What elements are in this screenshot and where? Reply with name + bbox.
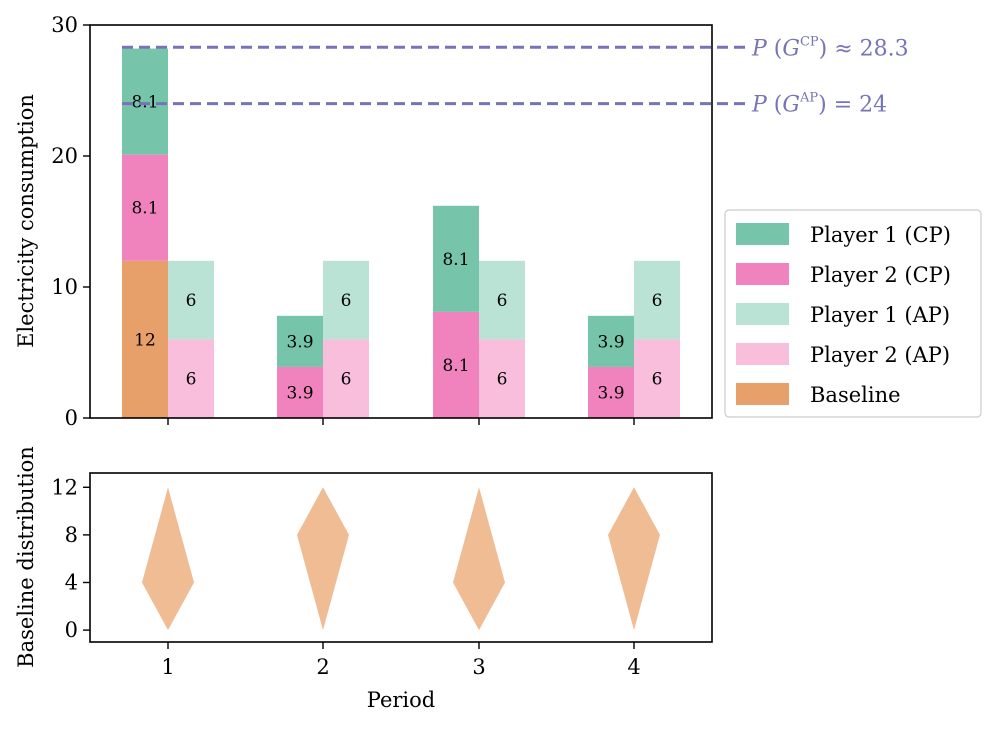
bar-label-baseline-period-1: 12 <box>134 330 156 350</box>
bar-label-player-2-ap-period-2: 6 <box>341 370 352 390</box>
legend-label-player-2-ap: Player 2 (AP) <box>810 343 950 367</box>
top-plot-potential-lines: P (GCP) ≈ 28.3 P (GAP) = 24 <box>122 34 909 117</box>
potential-cp-label: P (GCP) ≈ 28.3 <box>751 34 909 61</box>
top-plot-x-ticks <box>168 418 634 425</box>
legend-swatch-player-1-cp <box>736 223 789 245</box>
bar-label-player-1-ap-period-1: 6 <box>186 291 197 311</box>
x-tick-label-period-4: 4 <box>627 655 640 679</box>
bar-label-player-1-cp-period-2: 3.9 <box>286 332 313 352</box>
baseline-distribution-period-4 <box>608 487 660 630</box>
bottom-y-tick-label: 4 <box>65 570 78 594</box>
bar-label-player-1-cp-period-3: 8.1 <box>442 250 469 270</box>
bottom-plot-y-axis: 0 4 8 12 <box>51 475 90 642</box>
bottom-plot-distributions <box>142 487 660 630</box>
legend: Player 1 (CP) Player 2 (CP) Player 1 (AP) P… <box>725 210 981 417</box>
bar-label-player-2-cp-period-4: 3.9 <box>597 383 624 403</box>
legend-swatch-player-2-cp <box>736 263 789 285</box>
x-tick-label-period-3: 3 <box>472 655 485 679</box>
bottom-y-tick-label: 0 <box>65 618 78 642</box>
x-tick-label-period-2: 2 <box>316 655 329 679</box>
top-plot-y-axis-title: Electricity consumption <box>14 94 38 348</box>
top-y-tick-label: 20 <box>51 144 78 168</box>
legend-swatch-player-1-ap <box>736 303 789 325</box>
x-tick-label-period-1: 1 <box>161 655 174 679</box>
bottom-plot-y-axis-title: Baseline distribution <box>14 446 38 668</box>
legend-label-baseline: Baseline <box>810 383 901 407</box>
chart-figure: 128.18.1663.93.9668.18.1663.93.966 P (GC… <box>0 0 997 729</box>
bar-label-player-2-cp-period-3: 8.1 <box>442 356 469 376</box>
legend-label-player-1-ap: Player 1 (AP) <box>810 303 950 327</box>
bar-label-player-2-ap-period-3: 6 <box>497 370 508 390</box>
bar-label-player-1-ap-period-4: 6 <box>652 291 663 311</box>
bottom-plot-x-axis-title: Period <box>367 688 435 712</box>
bar-label-player-2-ap-period-1: 6 <box>186 370 197 390</box>
bottom-y-tick-label: 8 <box>65 523 78 547</box>
legend-swatch-player-2-ap <box>736 343 789 365</box>
baseline-distribution-period-3 <box>453 487 505 630</box>
legend-label-player-1-cp: Player 1 (CP) <box>810 223 951 247</box>
bottom-y-tick-label: 12 <box>51 475 78 499</box>
bar-label-player-1-cp-period-4: 3.9 <box>597 332 624 352</box>
legend-swatch-baseline <box>736 383 789 405</box>
bar-label-player-2-cp-period-1: 8.1 <box>131 199 158 219</box>
baseline-distribution-period-1 <box>142 487 194 630</box>
top-y-tick-label: 0 <box>65 406 78 430</box>
baseline-distribution-period-2 <box>297 487 349 630</box>
bottom-plot-x-axis: 1 2 3 4 <box>161 642 640 679</box>
legend-label-player-2-cp: Player 2 (CP) <box>810 263 951 287</box>
bar-label-player-2-ap-period-4: 6 <box>652 370 663 390</box>
top-y-tick-label: 10 <box>51 275 78 299</box>
top-y-tick-label: 30 <box>51 13 78 37</box>
potential-ap-label: P (GAP) = 24 <box>751 91 887 118</box>
bar-label-player-2-cp-period-2: 3.9 <box>286 383 313 403</box>
top-plot-y-axis: 0 10 20 30 <box>51 13 90 430</box>
bar-label-player-1-ap-period-3: 6 <box>497 291 508 311</box>
bar-label-player-1-ap-period-2: 6 <box>341 291 352 311</box>
